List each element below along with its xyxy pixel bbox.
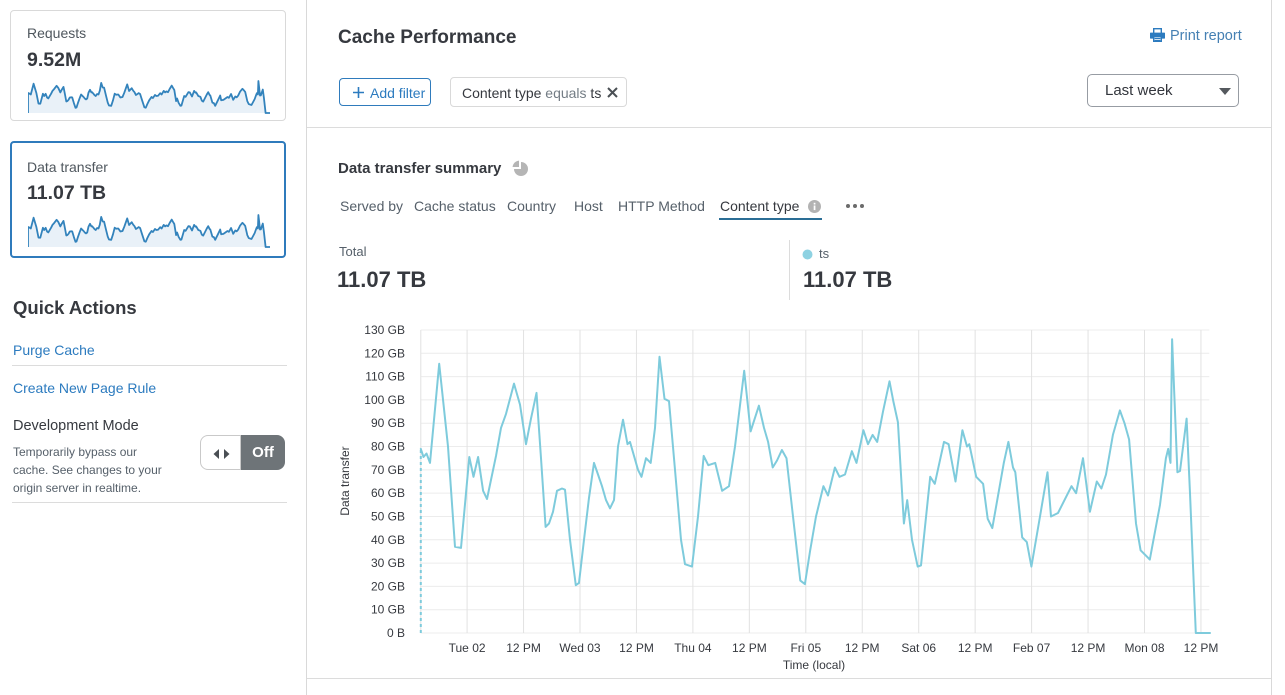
svg-text:Thu 04: Thu 04 (674, 641, 712, 655)
svg-text:70 GB: 70 GB (371, 463, 405, 477)
svg-text:Data transfer: Data transfer (338, 446, 352, 515)
svg-text:0 B: 0 B (387, 626, 405, 640)
svg-text:Feb 07: Feb 07 (1013, 641, 1051, 655)
svg-text:90 GB: 90 GB (371, 416, 405, 430)
svg-text:Fri 05: Fri 05 (790, 641, 821, 655)
svg-text:Time (local): Time (local) (783, 658, 845, 672)
svg-text:120 GB: 120 GB (364, 346, 405, 360)
svg-text:80 GB: 80 GB (371, 440, 405, 454)
svg-text:110 GB: 110 GB (365, 370, 405, 384)
svg-text:30 GB: 30 GB (371, 556, 405, 570)
svg-text:12 PM: 12 PM (958, 641, 993, 655)
svg-text:Tue 02: Tue 02 (449, 641, 486, 655)
svg-text:Sat 06: Sat 06 (901, 641, 936, 655)
svg-text:12 PM: 12 PM (845, 641, 880, 655)
svg-text:12 PM: 12 PM (732, 641, 767, 655)
svg-text:130 GB: 130 GB (364, 323, 405, 337)
svg-text:12 PM: 12 PM (619, 641, 654, 655)
svg-text:60 GB: 60 GB (371, 486, 405, 500)
svg-text:20 GB: 20 GB (371, 579, 405, 593)
svg-text:100 GB: 100 GB (364, 393, 405, 407)
svg-text:Wed 03: Wed 03 (559, 641, 600, 655)
svg-text:12 PM: 12 PM (1071, 641, 1106, 655)
svg-text:Mon 08: Mon 08 (1124, 641, 1164, 655)
svg-text:40 GB: 40 GB (371, 533, 405, 547)
svg-text:12 PM: 12 PM (506, 641, 541, 655)
svg-text:50 GB: 50 GB (371, 510, 405, 524)
svg-text:12 PM: 12 PM (1184, 641, 1219, 655)
svg-text:10 GB: 10 GB (371, 603, 405, 617)
